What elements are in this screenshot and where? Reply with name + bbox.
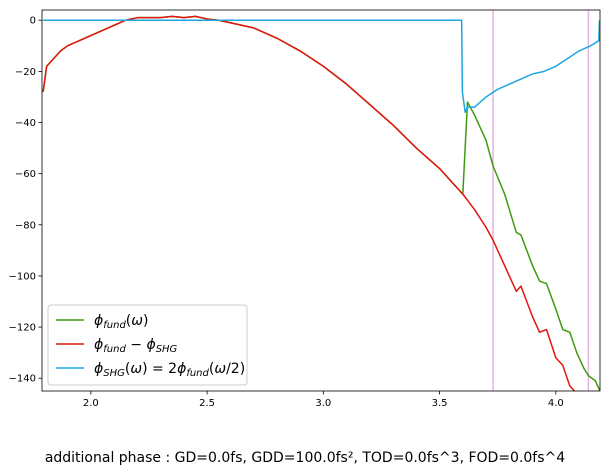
x-tick-label: 2.5 — [199, 398, 215, 409]
legend: ϕfund(ω) ϕfund − ϕSHG ϕSHG(ω) = 2ϕfund(ω… — [47, 304, 248, 386]
legend-label-shg: ϕSHG(ω) = 2ϕfund(ω/2) — [94, 361, 245, 379]
x-tick-label: 2.0 — [83, 398, 99, 409]
legend-label-fund: ϕfund(ω) — [94, 313, 148, 331]
plot-frame — [41, 9, 601, 392]
series-line-difference — [42, 15, 576, 391]
series-line-shg — [43, 19, 600, 114]
x-tick-label: 4.0 — [548, 398, 564, 409]
legend-box — [47, 304, 248, 386]
legend-label-difference: ϕfund − ϕSHG — [94, 337, 178, 355]
caption: additional phase : GD=0.0fs, GDD=100.0fs… — [44, 450, 566, 466]
chart: 2.0 2.5 3.0 3.5 4.0 0 −20 −40 −60 −80 −100 −120 −14… — [9, 9, 601, 409]
y-tick-label: −80 — [15, 220, 36, 231]
y-tick-label: −100 — [9, 271, 36, 282]
x-axis: 2.0 2.5 3.0 3.5 4.0 — [83, 391, 564, 409]
y-tick-label: −20 — [15, 67, 36, 78]
x-tick-label: 3.5 — [432, 398, 448, 409]
x-tick-label: 3.0 — [315, 398, 331, 409]
y-tick-label: −40 — [15, 118, 36, 129]
y-tick-label: −60 — [15, 169, 36, 180]
y-axis: 0 −20 −40 −60 −80 −100 −120 −140 — [9, 16, 42, 385]
y-tick-label: 0 — [30, 16, 36, 27]
y-tick-label: −140 — [9, 374, 36, 385]
y-tick-label: −120 — [9, 323, 36, 334]
